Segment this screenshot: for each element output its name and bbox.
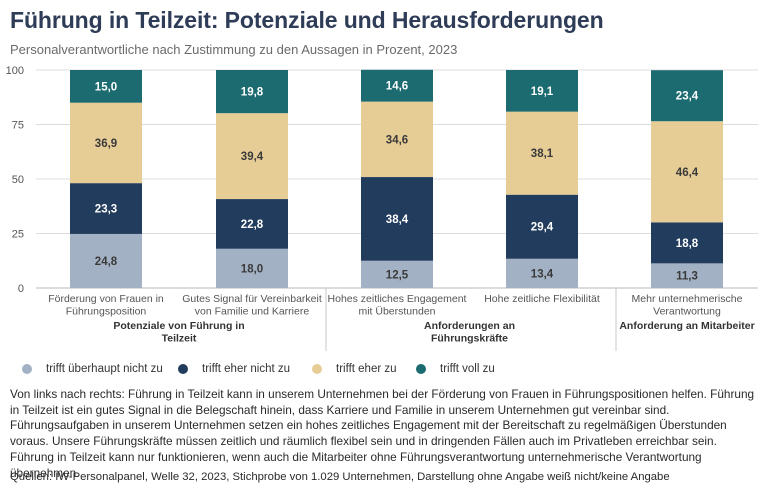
category-label: Verantwortung [653, 306, 721, 318]
bar-segment [506, 194, 578, 259]
category-label: Hohes zeitliches Engagement [328, 293, 467, 305]
chart-subtitle: Personalverantwortliche nach Zustimmung … [10, 42, 458, 57]
bar-segment [651, 70, 723, 122]
legend-item: trifft überhaupt nicht zu [22, 363, 163, 375]
bar-segment [361, 101, 433, 178]
bar-segment [70, 183, 142, 234]
data-label: 19,1 [531, 86, 554, 98]
y-tick-label: 25 [12, 229, 24, 241]
legend-swatch [22, 364, 32, 374]
chart-source: Quellen: IW-Personalpanel, Welle 32, 202… [10, 471, 670, 483]
chart-title: Führung in Teilzeit: Potenziale und Hera… [10, 7, 604, 33]
legend-label: trifft voll zu [440, 363, 495, 375]
data-label: 38,1 [531, 148, 554, 160]
legend-label: trifft überhaupt nicht zu [46, 363, 163, 375]
legend-label: trifft eher zu [336, 363, 397, 375]
data-label: 38,4 [386, 214, 409, 226]
bar-segment [70, 70, 142, 103]
bar-segment [216, 248, 288, 288]
y-tick-label: 0 [18, 283, 24, 295]
bar-segment [216, 70, 288, 114]
category-label: Führungsposition [66, 306, 147, 318]
data-label: 11,3 [676, 271, 698, 283]
y-tick-label: 50 [12, 174, 24, 186]
bar-segment [216, 113, 288, 200]
y-tick-label: 100 [6, 65, 24, 77]
bar-segment [506, 70, 578, 112]
bar-segment [361, 69, 433, 102]
bar-segment [651, 222, 723, 264]
legend-swatch [416, 364, 426, 374]
bar-segment [70, 102, 142, 184]
bar-segment [651, 263, 723, 288]
bar-segment [506, 111, 578, 195]
legend-swatch [178, 364, 188, 374]
data-label: 46,4 [676, 167, 699, 179]
data-label: 19,8 [241, 87, 264, 99]
legend-item: trifft voll zu [416, 363, 495, 375]
group-label: Potenziale von Führung in [113, 320, 244, 332]
data-label: 36,9 [95, 138, 117, 150]
data-label: 23,3 [95, 204, 117, 216]
data-label: 34,6 [386, 134, 408, 146]
group-label: Führungskräfte [431, 333, 508, 345]
bar-segment [361, 260, 433, 288]
category-label: Hohe zeitliche Flexibilität [484, 293, 600, 305]
category-label: Mehr unternehmerische [632, 293, 743, 305]
stacked-bar-chart: 0 25 50 75 100 24,8 23,3 36,9 15,0 18,0 22,8 39,4 19… [6, 65, 758, 351]
bar-segment [216, 199, 288, 249]
data-label: 14,6 [386, 81, 408, 93]
data-label: 18,0 [241, 263, 263, 275]
category-label: Förderung von Frauen in [48, 293, 164, 305]
group-label: Anforderungen an [424, 320, 515, 332]
data-label: 23,4 [676, 91, 699, 103]
group-label: Anforderung an Mitarbeiter [619, 320, 754, 332]
bar-segment [70, 233, 142, 288]
data-label: 39,4 [241, 151, 264, 163]
legend-label: trifft eher nicht zu [202, 363, 290, 375]
category-label: Gutes Signal für Vereinbarkeit [182, 293, 322, 305]
bar-segment [651, 121, 723, 223]
category-label: von Familie und Karriere [195, 306, 310, 318]
bar-segment [506, 258, 578, 288]
data-label: 12,5 [386, 269, 409, 281]
category-label: mit Überstunden [358, 306, 435, 318]
chart-description: Von links nach rechts: Führung in Teilze… [10, 387, 755, 480]
y-tick-label: 75 [12, 120, 24, 132]
chart-legend: trifft überhaupt nicht zu trifft eher nic… [22, 363, 762, 379]
data-label: 29,4 [531, 222, 554, 234]
data-label: 13,4 [531, 268, 554, 280]
data-label: 18,8 [676, 238, 699, 250]
group-label: Teilzeit [162, 333, 197, 345]
data-label: 22,8 [241, 219, 264, 231]
legend-swatch [312, 364, 322, 374]
legend-item: trifft eher nicht zu [178, 363, 290, 375]
bar-segment [361, 177, 433, 261]
data-label: 24,8 [95, 256, 118, 268]
legend-item: trifft eher zu [312, 363, 397, 375]
data-label: 15,0 [95, 81, 117, 93]
